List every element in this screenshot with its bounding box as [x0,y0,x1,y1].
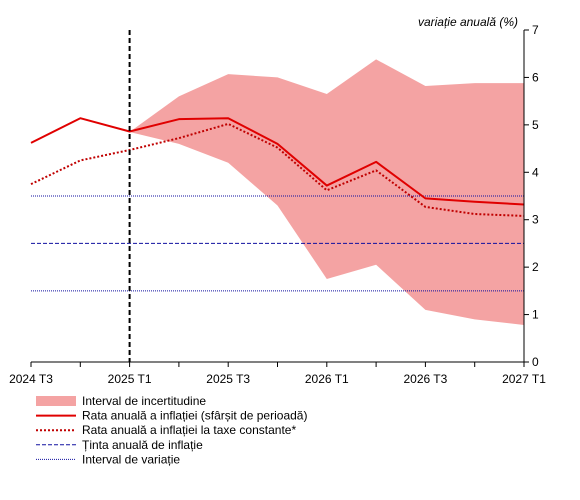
legend-label: Interval de incertitudine [82,394,206,408]
legend-uncertainty-band: Interval de incertitudine [36,394,206,408]
y-tick-label: 5 [532,118,539,132]
x-tick-label: 2026 T1 [305,372,349,386]
series-line-constant-taxes [30,122,525,217]
y-tick-label: 7 [532,23,539,37]
x-tick-label: 2024 T3 [9,372,53,386]
y-axis-label: variație anuală (%) [418,15,518,29]
reference-lines-layer [31,195,524,292]
legend-label: Rata anuală a inflației la taxe constant… [82,423,296,437]
y-tick-label: 2 [532,260,539,274]
x-tick-label: 2026 T3 [403,372,447,386]
series-line-end-of-period [30,117,525,206]
uncertainty-band-layer [129,59,524,326]
legend-constant-taxes: Rata anuală a inflației la taxe constant… [36,423,296,437]
x-tick-label: 2025 T3 [206,372,250,386]
series-layer [30,30,525,362]
y-tick-label: 1 [532,308,539,322]
x-tick-label: 2027 T1 [502,372,546,386]
legend-label: Rata anuală a inflației (sfârșit de peri… [82,409,307,423]
y-tick-label: 0 [532,355,539,369]
uncertainty-band [129,59,524,326]
axes-layer: 2024 T3 2025 T1 2025 T3 2026 T1 2026 T3 2027 … [9,23,546,386]
legend-swatch-band [36,396,76,406]
y-tick-label: 6 [532,70,539,84]
x-tick-label: 2025 T1 [108,372,152,386]
legend-label: Interval de variație [82,452,180,466]
legend-end-of-period: Rata anuală a inflației (sfârșit de peri… [36,409,307,423]
legend-inflation-target: Ținta anuală de inflație [36,438,203,452]
legend-variation-band: Interval de variație [36,452,180,466]
y-tick-label: 4 [532,165,539,179]
legend-label: Ținta anuală de inflație [82,438,203,452]
y-tick-label: 3 [532,213,539,227]
